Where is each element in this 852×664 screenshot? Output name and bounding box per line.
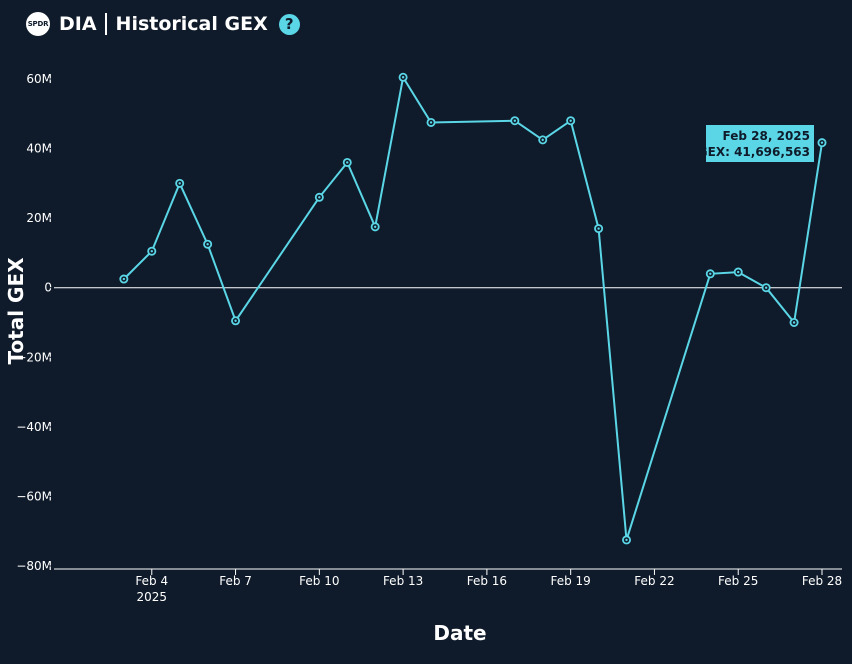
header-divider xyxy=(104,13,107,35)
data-point-center xyxy=(764,286,768,289)
data-point-center xyxy=(346,161,349,164)
y-tick-label: −80M xyxy=(16,559,52,573)
x-axis-ticks: Feb 4 2025 Feb 7 Feb 10 Feb 13 Feb 16 Feb 19 Fe… xyxy=(135,569,842,604)
x-tick-label: Feb 28 xyxy=(802,574,842,588)
tooltip-date: Feb 28, 2025 xyxy=(723,129,810,143)
data-point-center xyxy=(597,227,600,230)
x-axis-title: Date xyxy=(433,621,486,645)
x-tick-label: Feb 10 xyxy=(299,574,339,588)
data-point-center xyxy=(569,119,572,122)
y-tick-label: 20M xyxy=(26,211,52,225)
x-tick-label: Feb 22 xyxy=(634,574,674,588)
ticker-symbol: DIA xyxy=(59,13,97,35)
x-tick-label: Feb 19 xyxy=(550,574,590,588)
data-point-center xyxy=(150,249,153,253)
help-icon[interactable]: ? xyxy=(278,13,300,35)
data-point-center xyxy=(709,272,712,275)
x-tick-label: Feb 25 xyxy=(718,574,758,588)
y-tick-label: 60M xyxy=(26,72,52,86)
data-point-center xyxy=(373,225,377,229)
data-point-center xyxy=(625,538,628,542)
data-point-center xyxy=(429,121,433,124)
x-tick-label: Feb 13 xyxy=(383,574,423,588)
y-tick-label: −40M xyxy=(16,420,52,434)
y-axis-title: Total GEX xyxy=(4,257,28,365)
hover-tooltip: Feb 28, 2025 GEX: 41,696,563 xyxy=(698,125,814,162)
y-tick-label: 40M xyxy=(26,142,52,156)
data-point-center xyxy=(792,321,796,324)
x-tick-sublabel: 2025 xyxy=(137,590,168,604)
chart-title: Historical GEX xyxy=(115,13,268,35)
data-point-center xyxy=(318,196,321,199)
data-point-center xyxy=(122,277,126,281)
y-tick-label: −20M xyxy=(16,350,52,364)
data-point-center xyxy=(234,319,237,322)
x-tick-label: Feb 7 xyxy=(219,574,252,588)
data-point-center xyxy=(206,243,209,246)
gex-data-points xyxy=(119,72,827,545)
data-point-center xyxy=(178,182,181,185)
x-tick-label: Feb 4 xyxy=(135,574,168,588)
x-tick-label: Feb 16 xyxy=(467,574,507,588)
gex-series-line xyxy=(123,74,823,541)
y-tick-label: −60M xyxy=(16,489,52,503)
data-point-center xyxy=(737,270,740,274)
spdr-logo-icon: SPDR xyxy=(26,12,50,36)
data-point-center xyxy=(820,141,824,144)
data-point-center xyxy=(541,138,544,142)
data-point-center xyxy=(513,119,517,122)
tooltip-box xyxy=(706,125,814,162)
data-point-center xyxy=(401,76,405,79)
tooltip-value: GEX: 41,696,563 xyxy=(698,145,810,159)
chart-header: SPDR DIA Historical GEX ? xyxy=(26,10,300,38)
